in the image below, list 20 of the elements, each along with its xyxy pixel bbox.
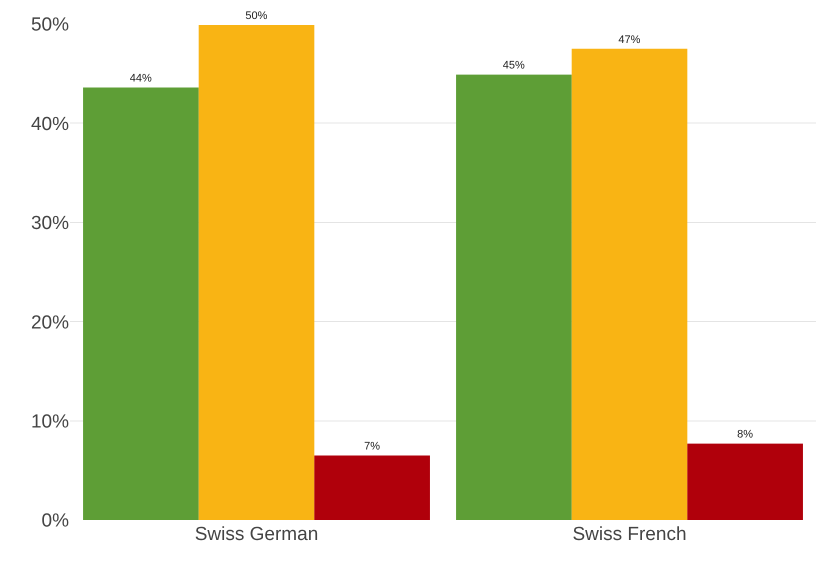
bar (314, 456, 430, 520)
data-label: 45% (502, 60, 525, 72)
x-tick-label: Swiss German (194, 524, 318, 545)
x-tick-label: Swiss French (572, 524, 687, 545)
bar (572, 48, 688, 520)
data-label: 44% (130, 72, 152, 84)
bar (198, 24, 314, 520)
y-tick-label: 40% (30, 114, 70, 135)
data-label: 47% (618, 34, 641, 46)
bar (687, 444, 803, 520)
y-tick-label: 20% (30, 312, 70, 334)
bar (456, 74, 572, 520)
y-tick-label: 30% (30, 213, 70, 234)
y-tick-label: 50% (30, 14, 70, 36)
data-label: 7% (364, 440, 380, 453)
bar (83, 87, 199, 520)
y-tick-label: 10% (30, 411, 70, 432)
data-label: 50% (245, 10, 268, 22)
data-label: 8% (737, 428, 754, 441)
y-tick-label: 0% (42, 510, 70, 532)
